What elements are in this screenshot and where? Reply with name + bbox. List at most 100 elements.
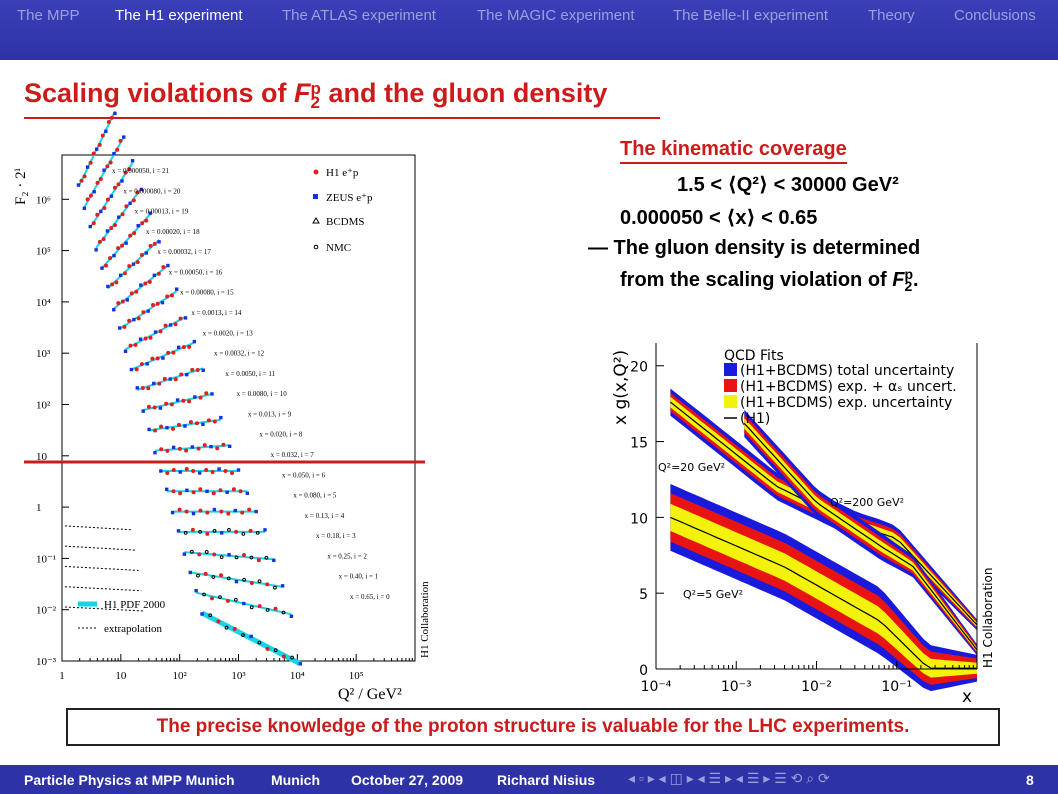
f2-h1-point — [191, 469, 196, 473]
f2-zeus-point — [153, 451, 157, 455]
f2-h1-point — [169, 402, 174, 407]
f2-extrapolation-line — [64, 586, 142, 592]
f2-h1-point — [109, 226, 114, 231]
f2-h1-point — [234, 529, 239, 534]
tab-belle-ii-experiment[interactable]: The Belle-II experiment — [673, 7, 829, 24]
f2-zeus-point — [82, 206, 87, 210]
f2-h1-point — [110, 282, 115, 287]
kinematic-x-range: 0.000050 < ⟨x⟩ < 0.65 — [620, 207, 818, 229]
f2-bin-label: x = 0.020, i = 8 — [259, 431, 303, 439]
f2-bcdms-point — [273, 648, 278, 652]
f2-zeus-point — [168, 377, 172, 381]
f2-bin-label: x = 0.00050, i = 16 — [169, 268, 223, 276]
f2-h1-point — [219, 573, 224, 578]
gluon-legend-swatch — [724, 363, 737, 376]
f2-bcdms-point — [196, 573, 200, 578]
tab-atlas-experiment[interactable]: The ATLAS experiment — [282, 7, 436, 24]
f2-h1-point — [198, 487, 203, 492]
tab-h1-experiment[interactable]: The H1 experiment — [115, 7, 243, 24]
f2-bin-label: x = 0.050, i = 6 — [282, 471, 326, 479]
f2-bcdms-point — [241, 633, 245, 638]
f2-h1-point — [102, 205, 107, 210]
f2-y-tick-label: 10⁴ — [36, 297, 51, 309]
f2-h1-point — [195, 368, 200, 373]
f2-h1-point — [85, 197, 90, 202]
tab-theory[interactable]: Theory — [868, 7, 915, 24]
f2-h1-point — [146, 404, 151, 409]
f2-h1-point — [128, 233, 133, 238]
f2-zeus-point — [92, 190, 96, 194]
f2-h1-point — [210, 596, 215, 601]
f2-x-tick-label: 10³ — [231, 670, 246, 682]
f2-zeus-point — [138, 337, 143, 341]
f2-h1-point — [221, 442, 226, 447]
f2-zeus-point — [141, 409, 145, 413]
f2-zeus-point — [117, 215, 121, 219]
f2-h1-point — [247, 507, 252, 512]
gluon-uncertainty-bands — [670, 388, 978, 692]
f2-h1-point — [173, 322, 178, 327]
f2-zeus-point — [112, 253, 116, 258]
beamer-navigation-controls[interactable]: ◂ ▫ ▸ ◂ ◫ ▸ ◂ ☰ ▸ ◂ ☰ ▸ ☰ ⟲ ⌕ ⟳ — [628, 770, 830, 786]
f2-legend-extrapolation: extrapolation — [104, 623, 163, 635]
f2-h1-point — [153, 428, 158, 433]
f2-zeus-point — [129, 367, 134, 372]
f2-zeus-point — [105, 229, 110, 233]
f2-h1-point — [134, 367, 139, 372]
f2-bcdms-point — [290, 655, 294, 660]
f2-h1-point — [143, 281, 148, 286]
f2-bcdms-point — [189, 549, 194, 554]
f2-zeus-point — [209, 444, 213, 449]
f2-h1-point — [171, 350, 176, 355]
f2-h1-point — [197, 552, 202, 557]
gluon-band-exp-q200 — [744, 418, 977, 652]
f2-bcdms-point — [198, 529, 203, 534]
legend-bcdms-marker — [312, 217, 320, 224]
f2-h1-point — [120, 299, 125, 304]
f2-legend: H1 e⁺p ZEUS e⁺p BCDMS NMC H1 PDF 2000 extrapo… — [78, 167, 373, 635]
f2-bin-label: x = 0.032, i = 7 — [271, 451, 315, 459]
f2-y-tick-label: 10⁵ — [36, 246, 51, 258]
f2-zeus-point — [100, 266, 104, 270]
f2-zeus-point — [76, 183, 81, 187]
f2-zeus-point — [183, 316, 188, 320]
gluon-h1-curve-q200 — [743, 422, 978, 651]
tab-magic-experiment[interactable]: The MAGIC experiment — [477, 7, 635, 24]
title-text-post: and the gluon density — [320, 78, 608, 108]
f2-h1-point — [273, 606, 278, 611]
f2-h1-point — [173, 377, 178, 382]
f2-x-tick-label: 10⁵ — [349, 670, 364, 682]
gluon-collab-label: H1 Collaboration — [981, 568, 995, 668]
f2-h1-point — [127, 167, 132, 172]
f2-h1-point — [159, 424, 164, 429]
f2-legend-entry: BCDMS — [326, 216, 365, 228]
gluon-q2-label-200: Q²=200 GeV² — [830, 496, 904, 509]
f2-h1-point — [187, 399, 192, 404]
f2-zeus-point — [165, 487, 169, 491]
f2-bin-label: x = 0.00080, i = 15 — [180, 289, 234, 297]
tab-mpp[interactable]: The MPP — [17, 7, 80, 24]
f2-bin-label: x = 0.13, i = 4 — [305, 512, 345, 520]
gluon-y-tick-label: 15 — [630, 436, 648, 452]
gluon-x-tick-label: 10⁻³ — [721, 679, 752, 695]
f2-h1-point — [165, 294, 170, 299]
f2-h1-point — [135, 260, 140, 265]
f2-h1-point — [205, 531, 210, 536]
f2-h1-point — [210, 470, 215, 474]
f2-h1-point — [184, 448, 189, 453]
gluon-legend-entry: (H1) — [740, 411, 770, 427]
f2-zeus-point — [95, 147, 99, 151]
f2-bcdms-point — [233, 597, 238, 602]
f2-h1-point — [122, 324, 127, 329]
tab-conclusions[interactable]: Conclusions — [954, 7, 1036, 24]
f2-h1-point — [128, 343, 133, 348]
f2-h1-point — [171, 468, 176, 472]
f2-h1-point — [157, 381, 162, 386]
f2-h1-point — [124, 204, 129, 209]
f2-zeus-point — [280, 584, 285, 588]
f2-zeus-point — [123, 349, 128, 353]
f2-zeus-point — [152, 381, 156, 386]
gluon-axes: 0 5 10 15 20 10⁻⁴ 10⁻³ 10⁻² 10⁻¹ x g(x,Q²) x H1 Col… — [611, 343, 995, 707]
f2-zeus-point — [178, 470, 182, 474]
